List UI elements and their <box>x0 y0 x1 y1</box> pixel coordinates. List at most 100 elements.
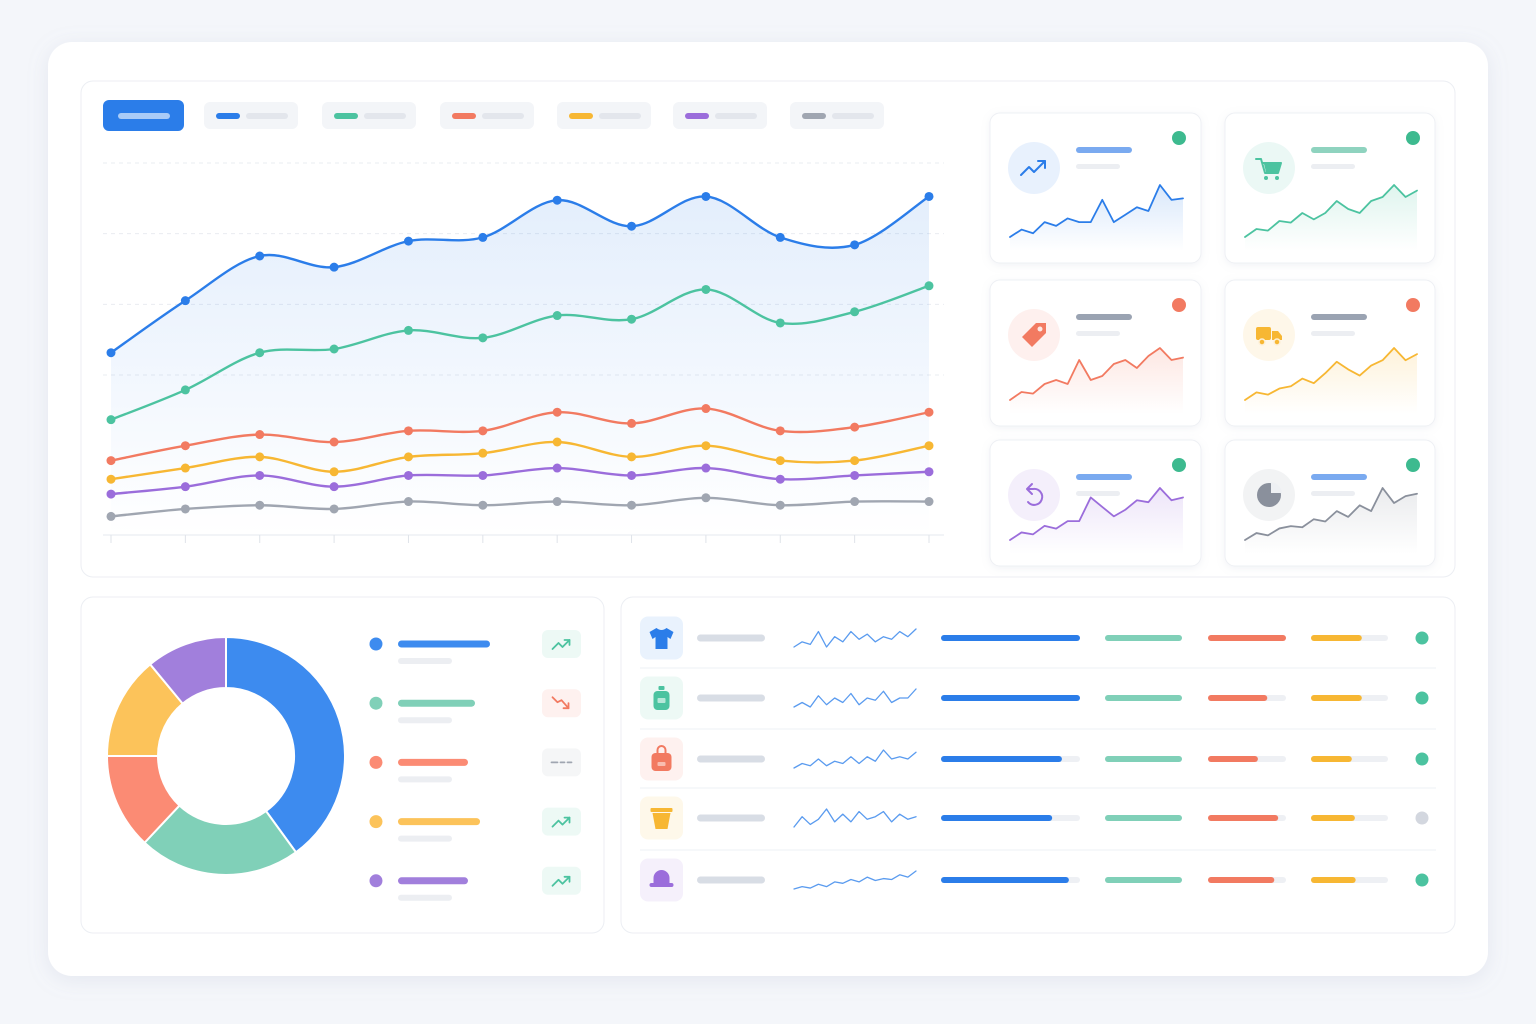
legend-sublabel <box>398 835 452 842</box>
trend-line <box>551 875 571 887</box>
data-point <box>850 307 860 317</box>
trend-icon <box>551 696 570 710</box>
sparkline <box>1244 487 1418 541</box>
kpi-title <box>1076 314 1132 320</box>
data-point <box>924 497 934 507</box>
data-point <box>775 426 785 436</box>
kpi-status <box>1172 458 1186 472</box>
progress-bar <box>1105 756 1182 762</box>
data-point <box>106 511 116 521</box>
progress-bar <box>941 695 1080 701</box>
glyph <box>653 870 670 884</box>
trend-line <box>551 816 571 828</box>
progress-bar <box>1311 815 1355 821</box>
content <box>103 100 1436 902</box>
row-name <box>697 755 765 763</box>
data-point <box>775 456 785 466</box>
icon-hat <box>649 870 674 887</box>
trend-line <box>551 696 570 710</box>
legend-sublabel <box>398 894 452 901</box>
progress-bar <box>1208 877 1275 883</box>
data-point <box>924 441 934 451</box>
kpi-icon-bg <box>1008 142 1060 194</box>
sparkline-area <box>1010 185 1183 251</box>
row-status <box>1415 691 1429 705</box>
data-point <box>701 404 711 414</box>
data-point <box>478 232 488 242</box>
glyph <box>1037 326 1043 332</box>
series-line <box>109 466 931 496</box>
kpi-status <box>1172 298 1186 312</box>
series-line <box>109 440 931 481</box>
row-status <box>1415 631 1429 645</box>
data-point <box>775 474 785 484</box>
sparkline <box>793 688 917 708</box>
data-point <box>106 456 116 466</box>
kpi-subtitle <box>1076 491 1120 496</box>
data-point <box>255 452 265 462</box>
data-point <box>627 500 637 510</box>
data-point <box>850 497 860 507</box>
legend-sublabel <box>398 658 452 664</box>
data-point <box>850 240 860 250</box>
glyph <box>649 883 674 887</box>
data-point <box>403 236 413 246</box>
data-point <box>255 500 265 510</box>
sparkline <box>1009 487 1184 541</box>
row-name <box>697 814 765 822</box>
icon-bottle <box>653 686 670 710</box>
legend-dot <box>369 815 383 829</box>
data-point <box>329 504 339 514</box>
glyph <box>657 762 666 766</box>
data-point <box>478 448 488 458</box>
kpi-title <box>1076 474 1132 480</box>
table-panel <box>620 596 1456 934</box>
data-point <box>329 437 339 447</box>
glyph <box>1271 482 1282 493</box>
row-name <box>697 694 765 702</box>
data-point <box>255 348 265 358</box>
legend-label <box>398 758 468 766</box>
glyph <box>1272 331 1282 340</box>
glyph <box>650 808 673 812</box>
data-point <box>627 418 637 428</box>
sparkline <box>1244 184 1418 238</box>
legend-label <box>599 113 641 119</box>
tab-active-label <box>118 113 170 119</box>
legend-swatch <box>452 113 476 119</box>
icon-truck <box>1256 327 1282 346</box>
data-point <box>180 504 190 514</box>
donut-segment <box>143 804 298 876</box>
sparkline-area <box>1010 348 1183 414</box>
icon-trend <box>1020 160 1046 176</box>
glyph <box>658 686 665 690</box>
kpi-title <box>1311 474 1367 480</box>
kpi-icon-bg <box>1008 469 1060 521</box>
data-point <box>255 251 265 261</box>
progress-bar <box>1311 635 1362 641</box>
data-point <box>552 311 562 321</box>
data-point <box>180 385 190 395</box>
trend-arrow <box>563 816 571 824</box>
series-line <box>109 496 931 518</box>
progress-bar <box>1311 756 1352 762</box>
data-point <box>552 497 562 507</box>
trend-badge <box>542 807 581 836</box>
data-point <box>478 333 488 343</box>
legend-label <box>482 113 524 119</box>
data-point <box>180 441 190 451</box>
glyph <box>1273 338 1281 346</box>
legend-swatch <box>685 113 709 119</box>
progress-bar <box>1208 815 1279 821</box>
legend-dot <box>369 696 383 710</box>
data-point <box>775 500 785 510</box>
legend-swatch <box>569 113 593 119</box>
trend-badge <box>542 866 581 895</box>
legend-dot <box>369 755 383 769</box>
data-point <box>180 463 190 473</box>
legend-sublabel <box>398 776 452 783</box>
kpi-status <box>1406 298 1420 312</box>
progress-bar <box>1105 695 1182 701</box>
